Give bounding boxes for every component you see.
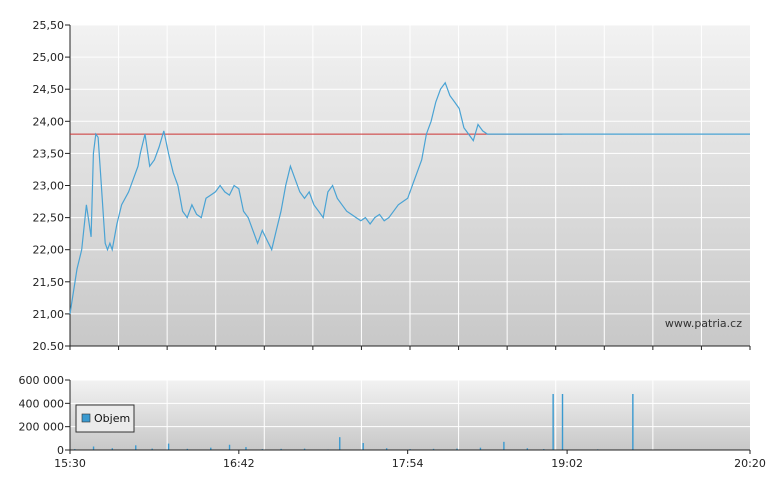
volume-bar <box>432 448 435 450</box>
volume-y-tick-label: 0 <box>57 444 64 457</box>
volume-bar <box>526 448 529 450</box>
price-y-tick-label: 25,50 <box>33 19 65 32</box>
volume-y-tick-label: 600 000 <box>19 374 65 387</box>
volume-bar <box>456 448 458 450</box>
price-y-tick-label: 20.50 <box>33 340 65 353</box>
x-tick-label: 17:54 <box>392 457 424 470</box>
legend-swatch-icon <box>81 413 91 423</box>
watermark: www.patria.cz <box>665 317 742 330</box>
volume-bar <box>210 447 212 450</box>
volume-bars <box>74 394 634 450</box>
price-y-tick-label: 23,00 <box>33 180 65 193</box>
x-tick-label: 19:02 <box>551 457 583 470</box>
price-y-tick-label: 22,00 <box>33 244 65 257</box>
volume-bar <box>552 394 554 450</box>
price-y-tick-label: 21,00 <box>33 308 65 321</box>
price-y-axis: 20.50 21,00 21,50 22,00 22,50 23,00 23,50 24,00… <box>33 19 71 353</box>
price-grid <box>70 24 750 347</box>
volume-legend: Objem <box>75 404 135 433</box>
volume-bar <box>92 446 95 450</box>
volume-bar <box>135 445 137 450</box>
price-series-line <box>69 81 750 314</box>
x-tick-label: 20:20 <box>734 457 766 470</box>
volume-y-tick-label: 200 000 <box>19 421 65 434</box>
volume-plot-area <box>70 380 750 450</box>
price-y-tick-label: 24,00 <box>33 115 65 128</box>
volume-bar <box>186 448 189 450</box>
volume-bar <box>280 448 282 450</box>
x-tick-label: 15:30 <box>54 457 86 470</box>
volume-chart: 0 200 000 400 000 600 000 15:30 16:42 17:54 19… <box>19 374 766 470</box>
legend-label: Objem <box>94 412 130 425</box>
volume-bar <box>362 443 364 450</box>
volume-bar <box>245 447 247 450</box>
volume-bar <box>503 441 505 450</box>
price-y-tick-label: 23,50 <box>33 147 65 160</box>
volume-bar <box>111 448 114 450</box>
volume-bar <box>151 448 153 450</box>
volume-bar <box>632 394 634 450</box>
volume-bar <box>479 447 482 450</box>
volume-bar <box>167 443 170 450</box>
x-tick-label: 16:42 <box>223 457 255 470</box>
volume-bar <box>228 444 231 450</box>
volume-bar <box>561 394 564 450</box>
price-y-tick-label: 25,00 <box>33 51 65 64</box>
price-chart: 20.50 21,00 21,50 22,00 22,50 23,00 23,50 24,00… <box>33 19 751 353</box>
volume-bar <box>385 448 388 450</box>
price-y-tick-label: 21,50 <box>33 276 65 289</box>
volume-y-axis: 0 200 000 400 000 600 000 <box>19 374 71 457</box>
volume-bar <box>339 437 341 450</box>
volume-bar <box>303 448 306 450</box>
price-y-tick-label: 24,50 <box>33 83 65 96</box>
volume-y-tick-label: 400 000 <box>19 397 65 410</box>
volume-x-axis-labels: 15:30 16:42 17:54 19:02 20:20 <box>54 450 766 470</box>
price-x-ticks <box>69 346 751 350</box>
price-y-tick-label: 22,50 <box>33 212 65 225</box>
